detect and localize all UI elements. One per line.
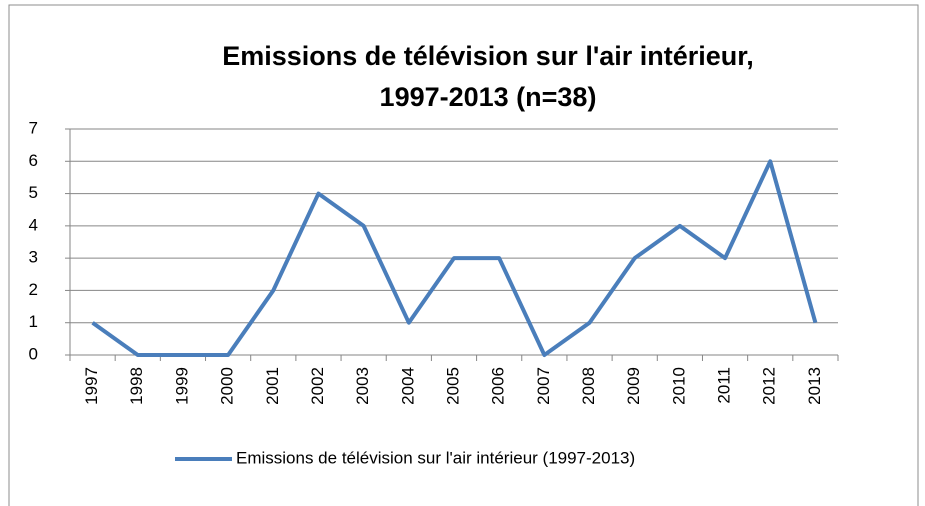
x-tick-label: 2001: [263, 367, 282, 405]
x-tick-label: 2006: [489, 367, 508, 405]
x-tick-label: 2002: [308, 367, 327, 405]
x-tick-label: 2008: [579, 367, 598, 405]
y-tick-label: 3: [29, 248, 38, 267]
x-tick-label: 2003: [353, 367, 372, 405]
y-tick-label: 6: [29, 151, 38, 170]
x-tick-label: 2000: [218, 367, 237, 405]
y-tick-label: 4: [29, 215, 38, 234]
x-tick-label: 2004: [398, 367, 417, 405]
x-tick-label: 2010: [669, 367, 688, 405]
data-line: [91, 159, 818, 357]
x-tick-label: 2012: [760, 367, 779, 405]
x-tick-label: 2005: [443, 367, 462, 405]
y-tick-label: 7: [29, 118, 38, 137]
chart-title: Emissions de télévision sur l'air intéri…: [222, 41, 754, 71]
y-tick-label: 0: [29, 344, 38, 363]
x-tick-label: 1999: [172, 367, 191, 405]
x-tick-label: 2013: [805, 367, 824, 405]
y-tick-label: 1: [29, 312, 38, 331]
y-tick-label: 5: [29, 183, 38, 202]
y-tick-label: 2: [29, 280, 38, 299]
chart-frame: [8, 4, 919, 506]
x-tick-label: 2009: [624, 367, 643, 405]
x-tick-label: 1997: [82, 367, 101, 405]
legend-label: Emissions de télévision sur l'air intéri…: [236, 448, 635, 467]
chart-title: 1997-2013 (n=38): [380, 82, 597, 112]
x-tick-label: 2007: [534, 367, 553, 405]
x-tick-label: 2011: [715, 367, 734, 404]
x-tick-label: 1998: [127, 367, 146, 405]
